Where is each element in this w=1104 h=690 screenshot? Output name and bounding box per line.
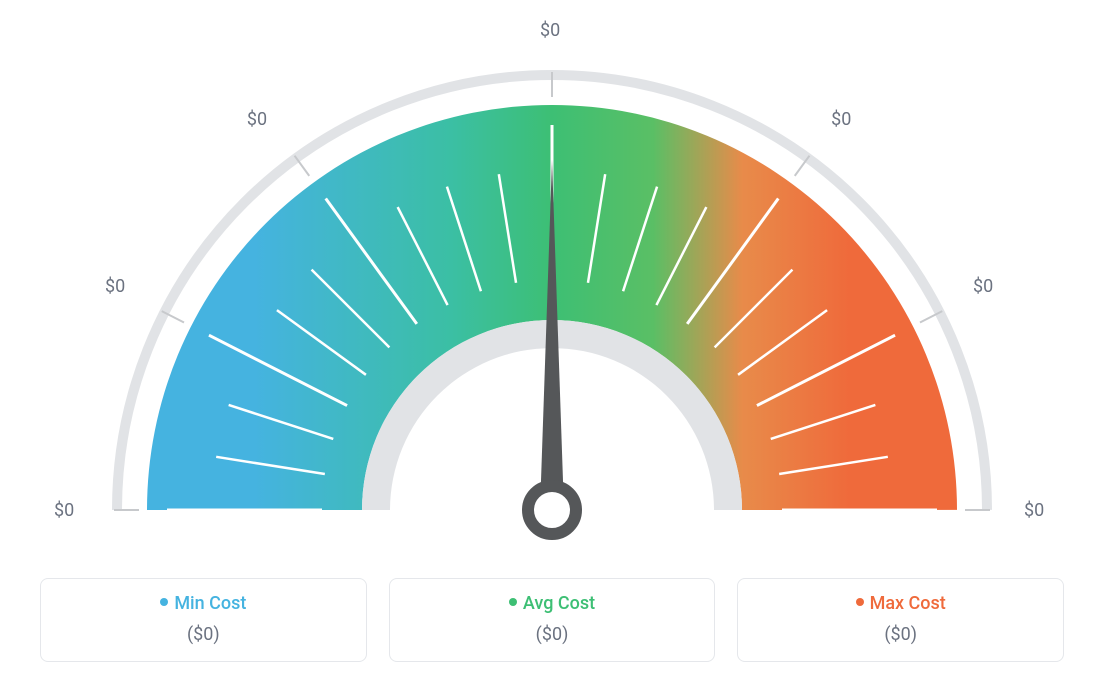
legend-label-min: Min Cost — [174, 593, 246, 614]
gauge-tick-label: $0 — [105, 276, 125, 297]
legend-title-max: Max Cost — [748, 593, 1053, 614]
gauge-tick-label: $0 — [247, 109, 267, 130]
legend-title-avg: Avg Cost — [400, 593, 705, 614]
gauge-svg — [0, 0, 1104, 560]
legend-dot-avg — [509, 598, 517, 606]
gauge-tick-label: $0 — [54, 500, 74, 521]
gauge-tick-label: $0 — [973, 276, 993, 297]
gauge-tick-label: $0 — [540, 20, 560, 41]
legend-dot-min — [160, 598, 168, 606]
legend-card-min: Min Cost ($0) — [40, 578, 367, 662]
legend-value-avg: ($0) — [400, 624, 705, 645]
legend-row: Min Cost ($0) Avg Cost ($0) Max Cost ($0… — [40, 578, 1064, 662]
legend-title-min: Min Cost — [51, 593, 356, 614]
legend-value-max: ($0) — [748, 624, 1053, 645]
legend-label-max: Max Cost — [870, 593, 946, 614]
legend-card-max: Max Cost ($0) — [737, 578, 1064, 662]
legend-dot-max — [856, 598, 864, 606]
legend-card-avg: Avg Cost ($0) — [389, 578, 716, 662]
cost-gauge-chart: $0 $0 $0 $0 $0 $0 $0 Min Cost ($0) Avg Cost ($… — [0, 0, 1104, 690]
gauge-tick-label: $0 — [831, 109, 851, 130]
gauge-tick-label: $0 — [1024, 500, 1044, 521]
legend-value-min: ($0) — [51, 624, 356, 645]
gauge-area: $0 $0 $0 $0 $0 $0 $0 — [0, 0, 1104, 560]
legend-label-avg: Avg Cost — [523, 593, 595, 614]
